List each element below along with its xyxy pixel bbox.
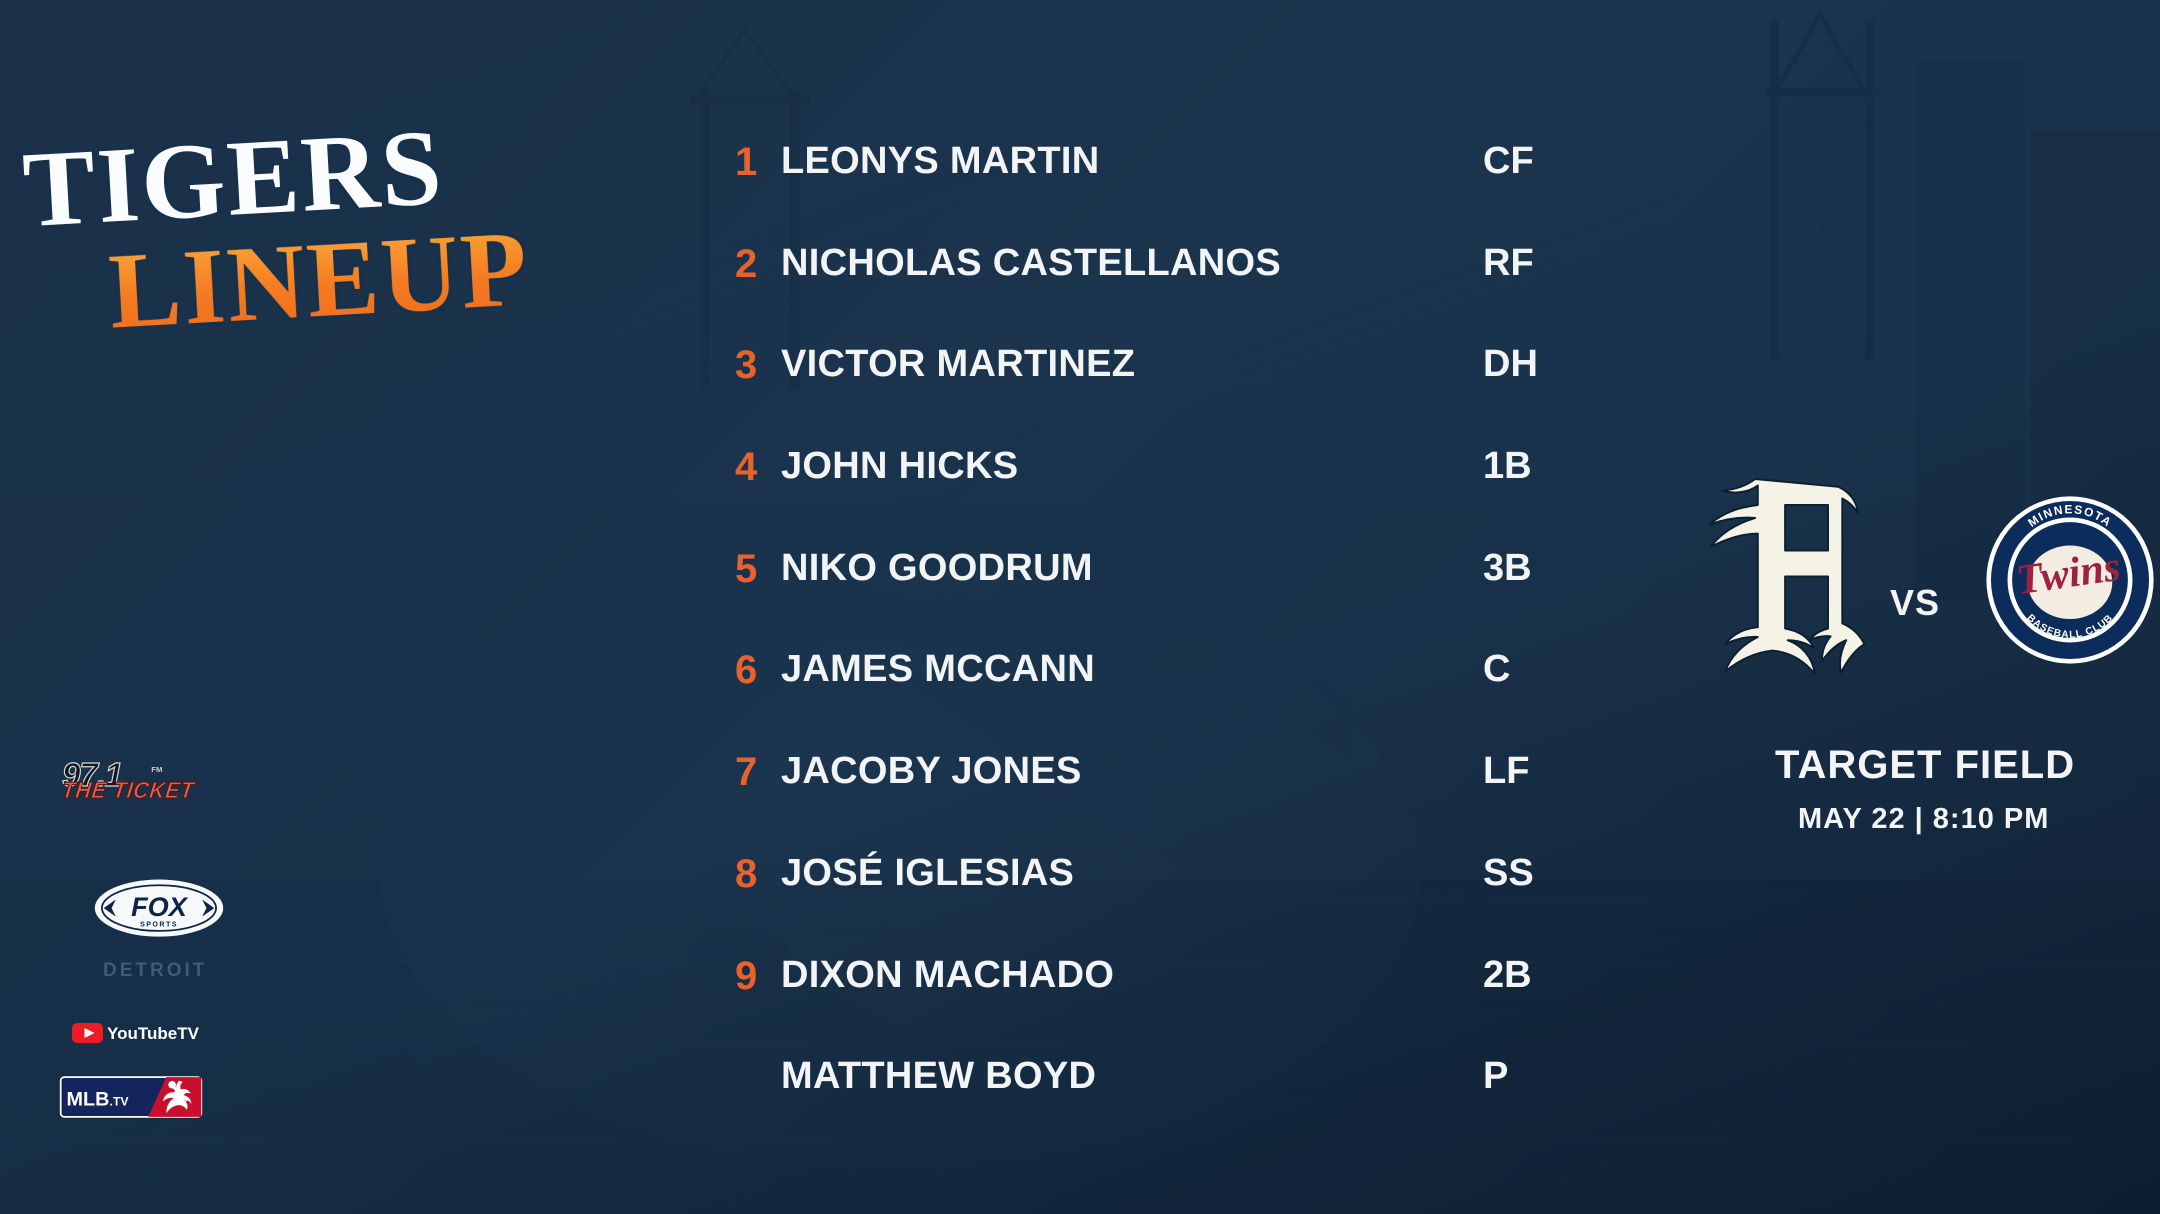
svg-text:FOX: FOX — [131, 891, 189, 922]
svg-text:YouTubeTV: YouTubeTV — [107, 1024, 200, 1043]
svg-text:SPORTS: SPORTS — [140, 921, 178, 929]
